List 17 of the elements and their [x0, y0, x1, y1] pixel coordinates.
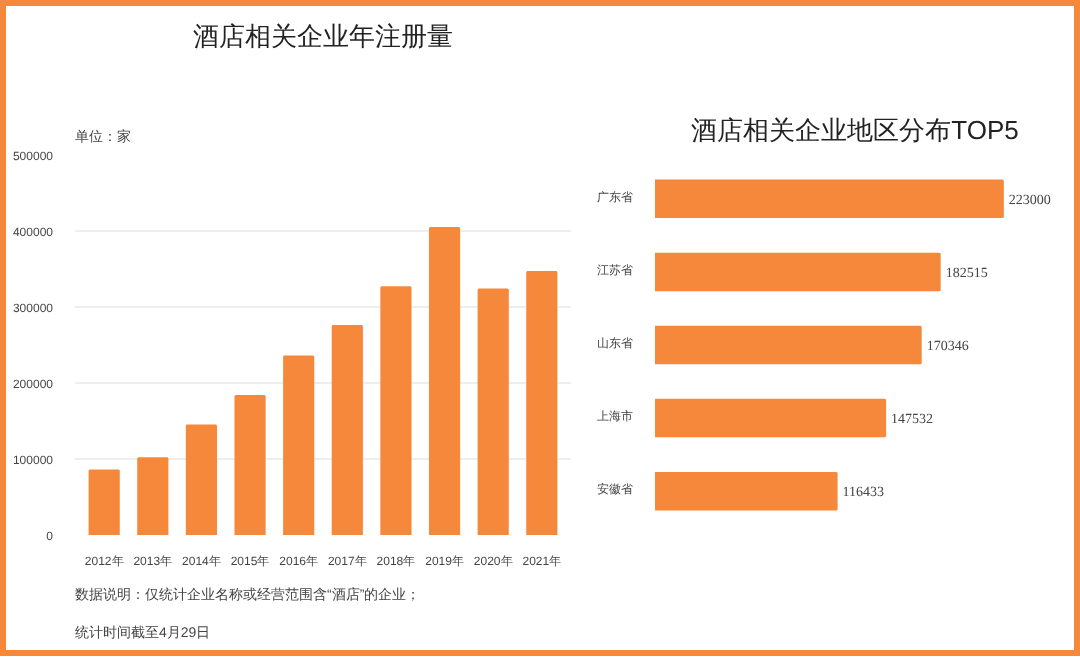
- bar: [331, 325, 363, 535]
- chart-title: 酒店相关企业年注册量: [193, 21, 453, 51]
- bar: [283, 355, 315, 535]
- bar: [88, 469, 120, 535]
- bar: [137, 457, 169, 535]
- bar: [185, 424, 218, 535]
- bar: [380, 286, 412, 535]
- bar: [428, 226, 461, 535]
- bar: [234, 394, 266, 535]
- bar: [655, 471, 838, 511]
- bar: [477, 288, 509, 535]
- chart-title: 酒店相关企业地区分布TOP5: [691, 115, 1019, 145]
- bar: [655, 252, 941, 292]
- bar: [655, 179, 1004, 219]
- bar: [526, 271, 558, 535]
- bar: [655, 398, 887, 438]
- bar: [655, 325, 922, 365]
